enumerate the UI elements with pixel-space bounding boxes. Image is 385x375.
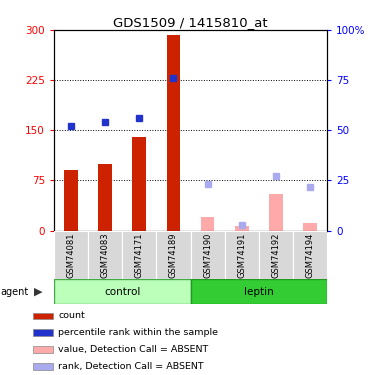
Bar xyxy=(64,170,78,231)
Text: count: count xyxy=(58,311,85,320)
Bar xyxy=(259,231,293,279)
Bar xyxy=(54,279,191,304)
Text: GSM74189: GSM74189 xyxy=(169,232,178,278)
Title: GDS1509 / 1415810_at: GDS1509 / 1415810_at xyxy=(113,16,268,29)
Bar xyxy=(167,34,180,231)
Bar xyxy=(303,223,317,231)
Bar xyxy=(235,226,249,231)
Bar xyxy=(225,231,259,279)
Bar xyxy=(98,164,112,231)
Bar xyxy=(201,217,214,231)
Bar xyxy=(54,231,88,279)
Text: percentile rank within the sample: percentile rank within the sample xyxy=(58,328,218,338)
Text: GSM74194: GSM74194 xyxy=(306,232,315,278)
Text: GSM74083: GSM74083 xyxy=(100,232,110,278)
Text: GSM74190: GSM74190 xyxy=(203,232,212,278)
Bar xyxy=(191,231,225,279)
Bar xyxy=(33,363,53,370)
Text: control: control xyxy=(104,286,141,297)
Bar xyxy=(33,330,53,336)
Bar xyxy=(122,231,156,279)
Bar xyxy=(156,231,191,279)
Text: GSM74191: GSM74191 xyxy=(237,232,246,278)
Bar xyxy=(33,346,53,353)
Text: GSM74081: GSM74081 xyxy=(67,232,75,278)
Text: GSM74192: GSM74192 xyxy=(271,232,281,278)
Text: leptin: leptin xyxy=(244,286,274,297)
Bar xyxy=(191,279,327,304)
Text: GSM74171: GSM74171 xyxy=(135,232,144,278)
Bar xyxy=(269,194,283,231)
Text: value, Detection Call = ABSENT: value, Detection Call = ABSENT xyxy=(58,345,208,354)
Bar xyxy=(132,137,146,231)
Text: ▶: ▶ xyxy=(33,286,42,297)
Text: rank, Detection Call = ABSENT: rank, Detection Call = ABSENT xyxy=(58,362,204,371)
Text: agent: agent xyxy=(1,286,29,297)
Bar xyxy=(33,313,53,320)
Bar xyxy=(88,231,122,279)
Bar xyxy=(293,231,327,279)
